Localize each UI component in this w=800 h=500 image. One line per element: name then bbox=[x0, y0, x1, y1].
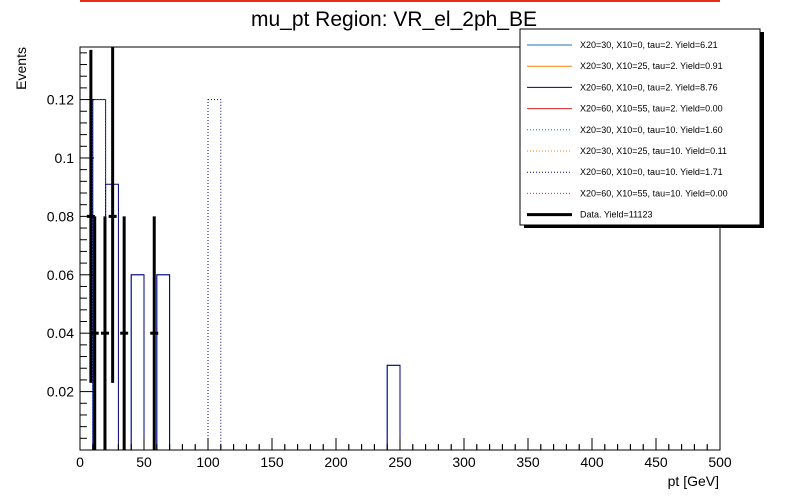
chart-title: mu_pt Region: VR_el_2ph_BE bbox=[251, 8, 537, 31]
legend-entry-label: X20=60, X10=0, tau=2. Yield=8.76 bbox=[580, 82, 718, 92]
histogram-bar-series-3 bbox=[130, 274, 145, 451]
histogram-bar-series-1 bbox=[130, 274, 145, 451]
histogram-bar-series-1 bbox=[386, 364, 401, 451]
legend: X20=30, X10=0, tau=2. Yield=6.21 X20=30, … bbox=[519, 28, 764, 228]
y-tick-label: 0.1 bbox=[55, 150, 75, 166]
y-tick-label: 0.06 bbox=[47, 267, 74, 283]
histogram-bar-series-3 bbox=[386, 364, 401, 451]
x-tick-label: 50 bbox=[136, 454, 152, 470]
x-tick-label: 250 bbox=[388, 454, 412, 470]
histogram-bar-series-3 bbox=[156, 274, 171, 451]
x-tick-label: 100 bbox=[196, 454, 220, 470]
legend-entry-label: X20=60, X10=55, tau=10. Yield=0.00 bbox=[580, 188, 728, 198]
x-tick-label: 350 bbox=[516, 454, 540, 470]
x-tick-label: 400 bbox=[580, 454, 604, 470]
legend-entry-label: X20=30, X10=0, tau=2. Yield=6.21 bbox=[580, 40, 718, 50]
legend-entry-label: X20=30, X10=0, tau=10. Yield=1.60 bbox=[580, 125, 723, 135]
x-axis-label: pt [GeV] bbox=[668, 473, 719, 489]
x-tick-label: 200 bbox=[324, 454, 348, 470]
histogram-bar-series-1 bbox=[156, 274, 171, 451]
legend-entry-label: X20=60, X10=55, tau=2. Yield=0.00 bbox=[580, 104, 723, 114]
x-tick-label: 500 bbox=[708, 454, 732, 470]
x-tick-label: 0 bbox=[76, 454, 84, 470]
histogram-bar-series-7 bbox=[207, 99, 222, 451]
legend-entry-label: Data. Yield=11123 bbox=[580, 210, 652, 220]
x-tick-label: 300 bbox=[452, 454, 476, 470]
legend-entry-label: X20=30, X10=25, tau=10. Yield=0.11 bbox=[580, 146, 727, 156]
x-tick-label: 450 bbox=[644, 454, 668, 470]
legend-entry-label: X20=60, X10=0, tau=10. Yield=1.71 bbox=[580, 167, 723, 177]
legend-entries: X20=30, X10=0, tau=2. Yield=6.21 X20=30, … bbox=[527, 40, 728, 220]
y-axis: 0.02 0.04 0.06 0.08 0.1 0.12 bbox=[47, 52, 94, 439]
legend-box bbox=[519, 28, 761, 226]
y-tick-label: 0.04 bbox=[47, 325, 74, 341]
y-tick-label: 0.08 bbox=[47, 208, 74, 224]
y-tick-label: 0.12 bbox=[47, 92, 74, 108]
y-tick-label: 0.02 bbox=[47, 384, 74, 400]
legend-entry-label: X20=30, X10=25, tau=2. Yield=0.91 bbox=[580, 61, 723, 71]
x-axis: 0 50 100 150 200 250 300 350 400 450 500 bbox=[76, 438, 732, 470]
y-axis-label: Events bbox=[13, 47, 29, 90]
x-tick-label: 150 bbox=[260, 454, 284, 470]
